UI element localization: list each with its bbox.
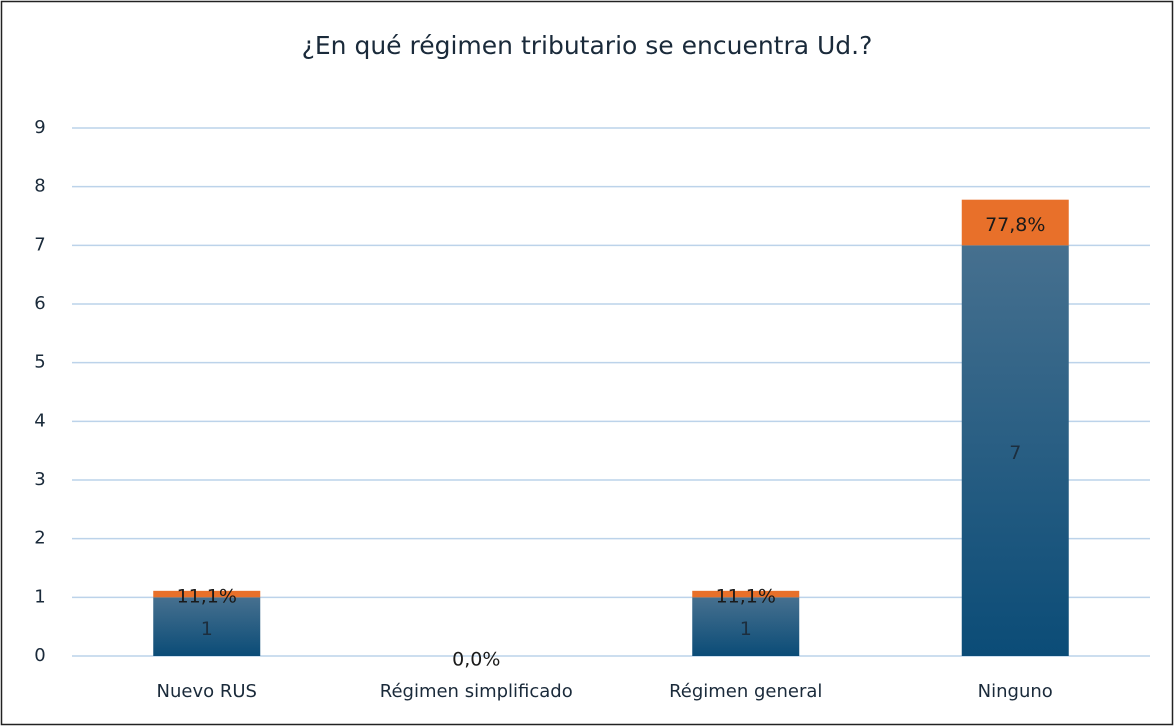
bar-segment [961,199,1069,246]
bar-segment [153,597,261,656]
data-label: 1 [201,618,213,640]
y-tick-label: 7 [34,234,45,255]
x-tick-label: Régimen simplificado [380,681,573,702]
y-tick-label: 8 [34,176,45,197]
y-tick-label: 6 [34,293,45,314]
bar-segment [692,597,800,656]
data-label: 1 [740,618,752,640]
data-label: 77,8% [985,214,1045,236]
y-tick-label: 3 [34,469,45,490]
y-tick-label: 4 [34,410,45,431]
data-label: 0,0% [452,649,500,671]
x-tick-label: Ninguno [978,681,1053,702]
data-label: 11,1% [716,586,776,608]
y-tick-label: 2 [34,528,45,549]
bar-segment [692,590,800,598]
x-tick-label: Régimen general [669,681,822,702]
y-tick-label: 5 [34,352,45,373]
y-tick-label: 9 [34,117,45,138]
bar-segment [961,245,1069,657]
data-label: 7 [1009,442,1021,464]
y-tick-label: 0 [34,645,45,666]
y-tick-label: 1 [34,586,45,607]
data-label: 11,1% [177,586,237,608]
chart-title: ¿En qué régimen tributario se encuentra … [302,31,873,60]
bar-segment [153,590,261,598]
x-tick-label: Nuevo RUS [157,681,257,702]
